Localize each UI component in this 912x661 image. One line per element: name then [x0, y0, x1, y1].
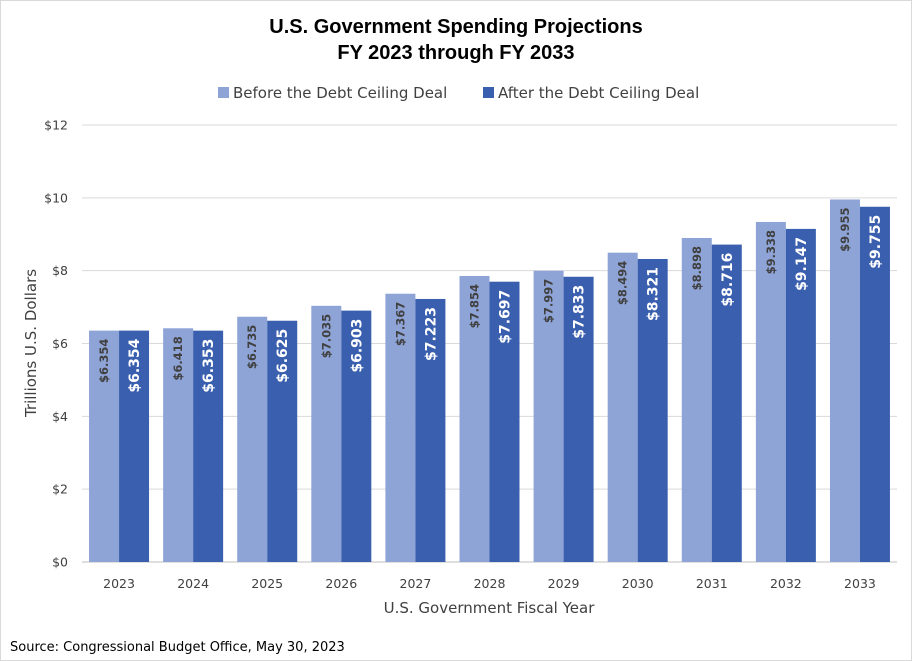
bar-after — [489, 281, 520, 562]
y-tick-label: $2 — [52, 482, 68, 497]
data-label-after: $7.223 — [423, 307, 439, 361]
x-tick-label: 2026 — [325, 576, 357, 591]
bar-before — [607, 252, 638, 563]
data-label-after: $6.625 — [275, 329, 291, 383]
bar-after — [637, 258, 668, 562]
data-label-before: $7.854 — [468, 284, 482, 328]
data-label-after: $6.354 — [127, 338, 143, 392]
bar-before — [681, 237, 712, 563]
data-label-before: $8.494 — [616, 261, 630, 305]
chart-title-line2: FY 2023 through FY 2033 — [337, 42, 574, 64]
x-tick-label: 2023 — [103, 576, 135, 591]
y-tick-label: $0 — [52, 555, 68, 570]
bar-after — [193, 330, 224, 562]
data-label-before: $6.354 — [97, 339, 111, 383]
x-tick-label: 2031 — [696, 576, 728, 591]
data-label-after: $7.697 — [498, 290, 514, 344]
bar-before — [89, 330, 120, 562]
y-tick-label: $10 — [44, 190, 68, 205]
data-label-before: $8.898 — [690, 246, 704, 290]
data-label-before: $6.418 — [171, 336, 185, 380]
data-label-after: $8.716 — [720, 253, 736, 307]
x-tick-label: 2030 — [622, 576, 654, 591]
bars: $6.354 $6.354 $6.418 $6.353 $6.735 $6.625 $7.0… — [89, 199, 890, 563]
bar-before — [459, 275, 490, 562]
data-label-after: $6.903 — [349, 319, 365, 373]
data-label-before: $7.997 — [542, 279, 556, 323]
data-label-before: $6.735 — [245, 325, 259, 369]
legend-swatch-after — [483, 87, 494, 98]
chart-title-line1: U.S. Government Spending Projections — [269, 16, 642, 38]
bar-before — [385, 293, 416, 562]
bar-before — [163, 328, 194, 562]
bar-after — [785, 228, 816, 563]
data-label-before: $7.367 — [393, 302, 407, 346]
y-tick-label: $8 — [52, 263, 68, 278]
bar-before — [311, 305, 342, 562]
data-label-after: $8.321 — [646, 267, 662, 321]
x-axis-title: U.S. Government Fiscal Year — [384, 599, 596, 617]
bar-after — [341, 310, 372, 562]
y-axis-title: Trillions U.S. Dollars — [22, 269, 40, 418]
x-tick-label: 2029 — [548, 576, 580, 591]
x-tick-label: 2033 — [844, 576, 876, 591]
bar-before — [829, 199, 860, 562]
legend: Before the Debt Ceiling Deal After the D… — [218, 84, 699, 102]
legend-swatch-before — [218, 87, 229, 98]
x-tick-label: 2027 — [400, 576, 432, 591]
source-note: Source: Congressional Budget Office, May… — [10, 640, 345, 655]
bar-after — [267, 320, 298, 562]
bar-before — [533, 270, 564, 562]
x-tick-label: 2032 — [770, 576, 802, 591]
y-axis-ticks: $0 $2 $4 $6 $8 $10 $12 — [44, 118, 68, 570]
legend-label-before: Before the Debt Ceiling Deal — [233, 84, 447, 102]
x-axis-ticks: 2023 2024 2025 2026 2027 2028 2029 2030 2031 2032… — [103, 576, 876, 591]
data-label-after: $9.147 — [794, 237, 810, 291]
data-label-after: $6.353 — [201, 339, 217, 393]
data-label-before: $7.035 — [319, 314, 333, 358]
y-tick-label: $6 — [52, 336, 68, 351]
bar-before — [755, 221, 786, 562]
data-label-before: $9.955 — [838, 207, 852, 251]
bar-after — [711, 244, 742, 562]
x-tick-label: 2028 — [474, 576, 506, 591]
y-tick-label: $12 — [44, 118, 68, 133]
data-label-after: $7.833 — [572, 285, 588, 339]
data-label-before: $9.338 — [764, 230, 778, 274]
x-tick-label: 2025 — [251, 576, 283, 591]
y-tick-label: $4 — [52, 409, 68, 424]
bar-after — [415, 298, 446, 562]
legend-label-after: After the Debt Ceiling Deal — [498, 84, 699, 102]
bar-before — [237, 316, 268, 562]
x-tick-label: 2024 — [177, 576, 209, 591]
bar-after — [563, 276, 594, 562]
bar-after — [859, 206, 890, 562]
bar-after — [119, 330, 150, 562]
data-label-after: $9.755 — [868, 215, 884, 269]
